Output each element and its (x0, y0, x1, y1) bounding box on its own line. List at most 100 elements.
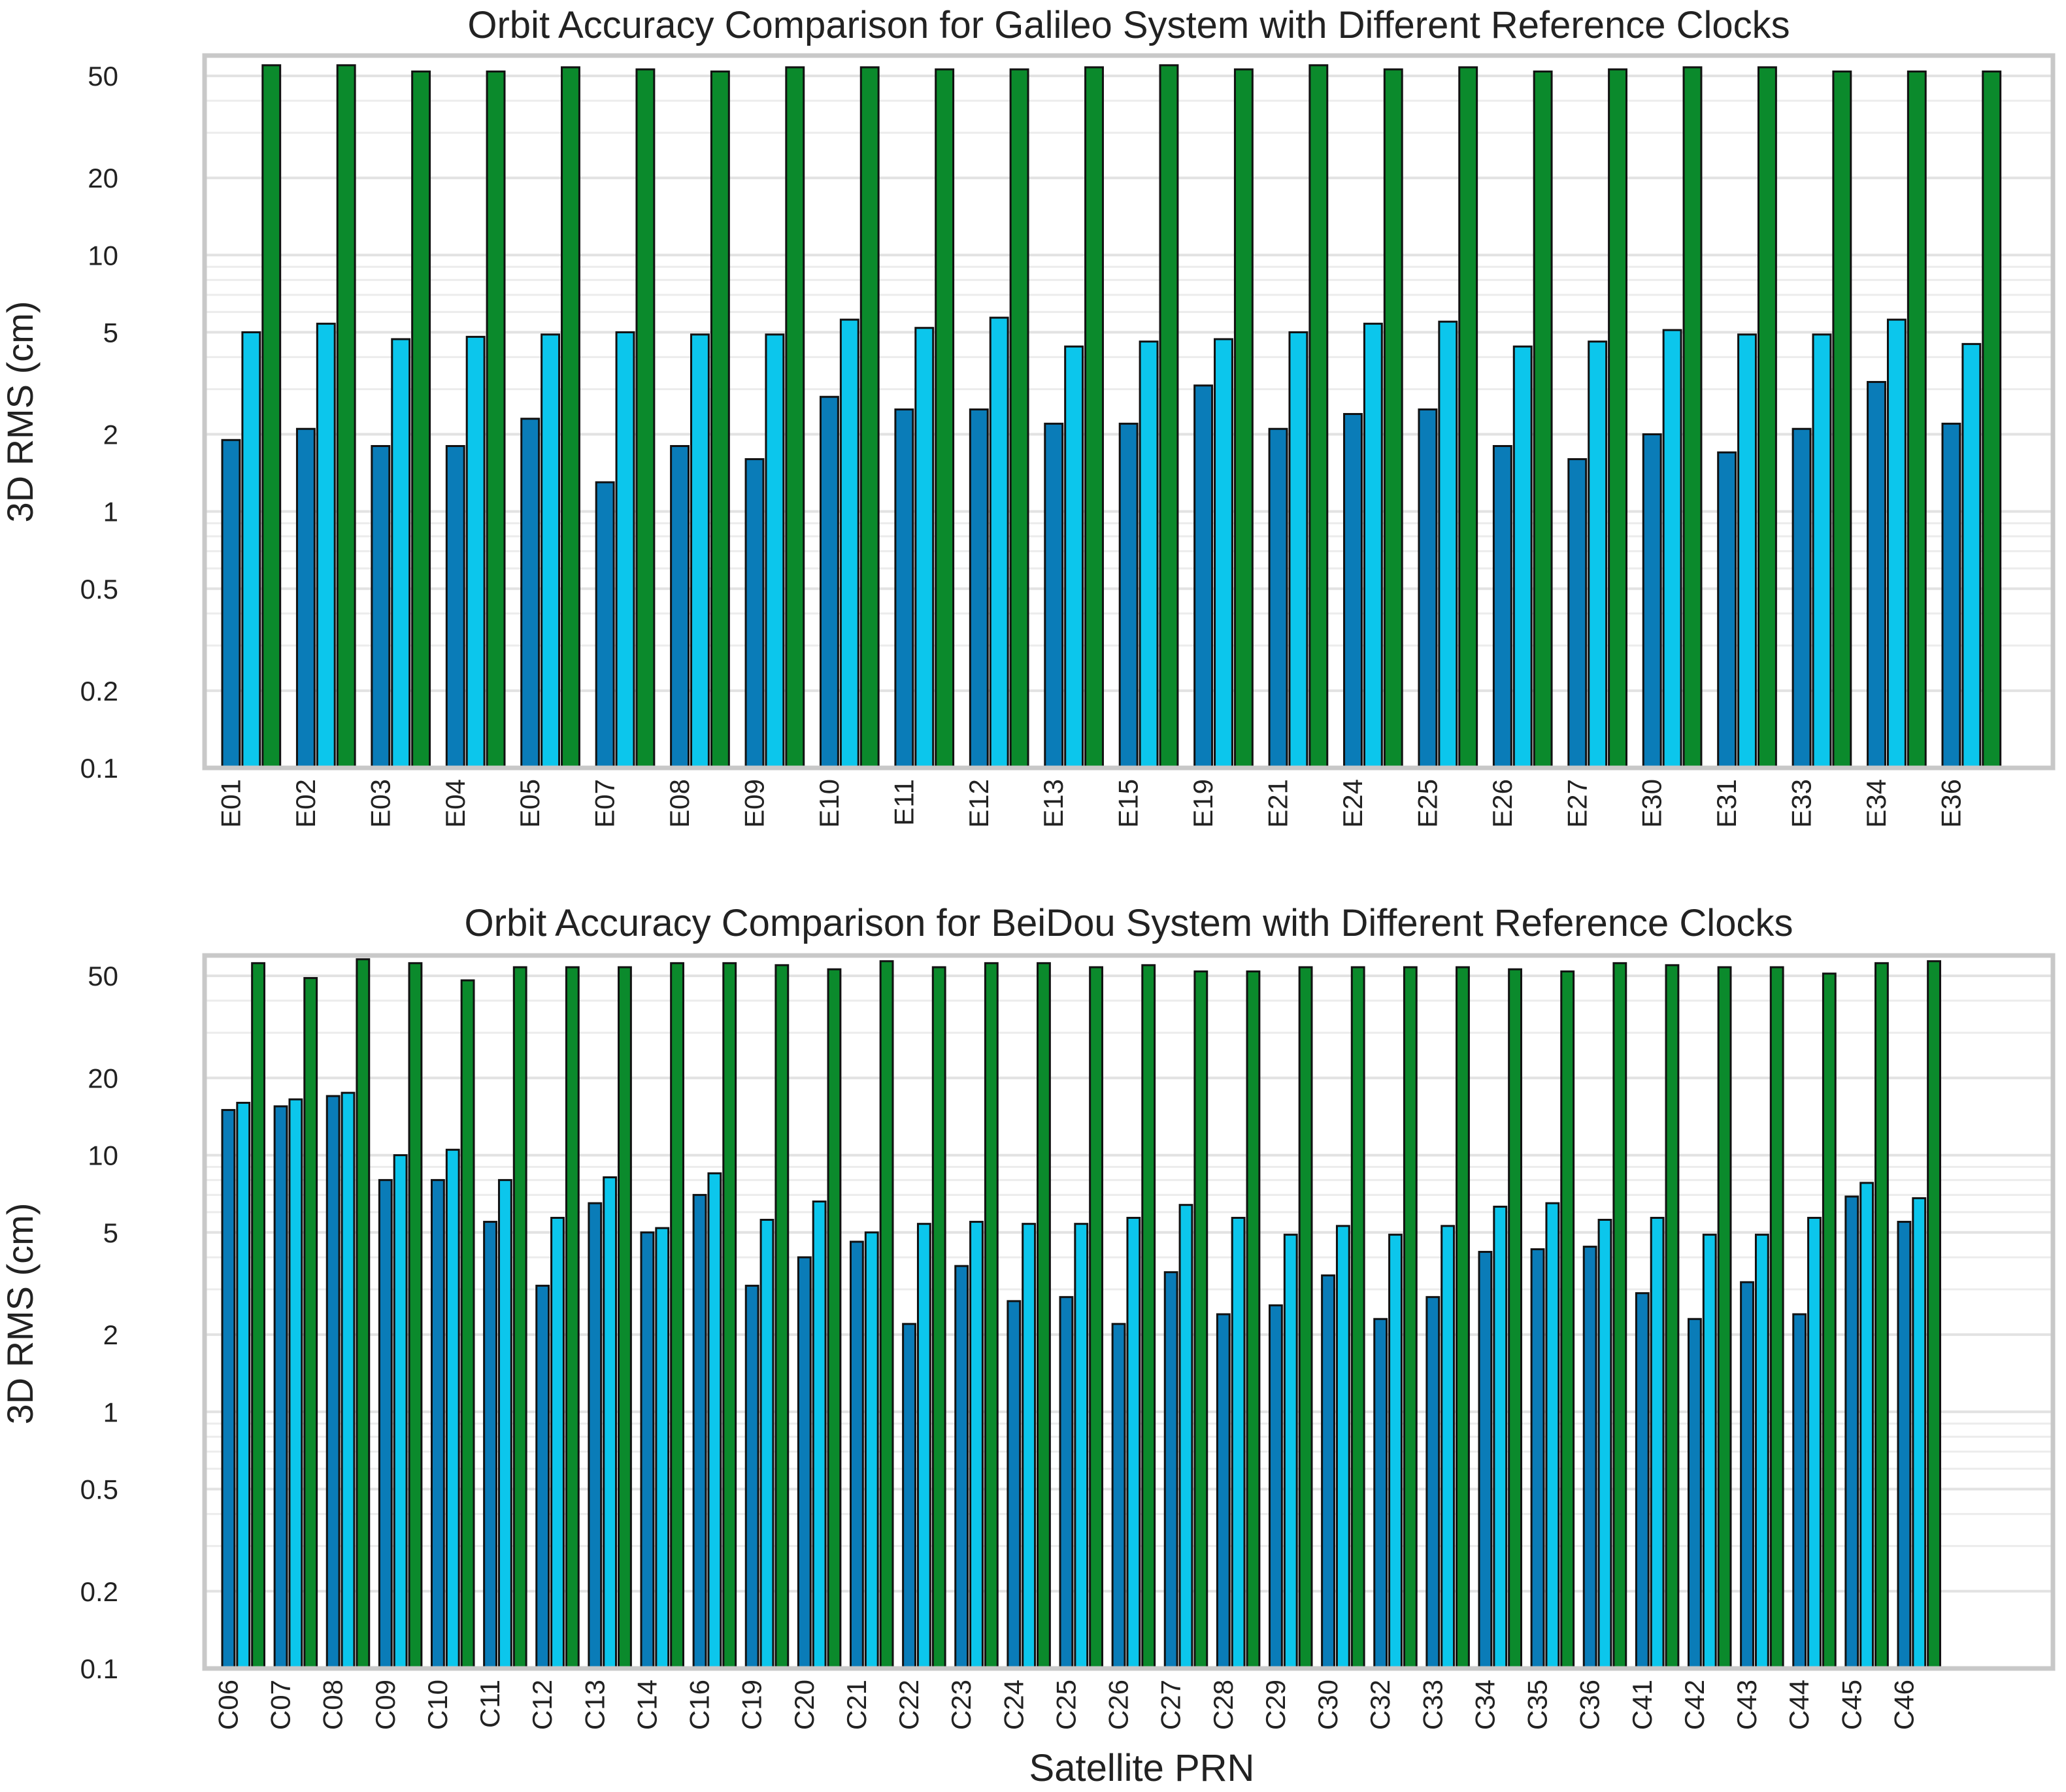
beidou-bar-C20-series_3 (827, 968, 842, 1670)
galileo-bar-E08-series_3 (710, 70, 730, 769)
beidou-bar-C20-series_1 (797, 1256, 812, 1670)
galileo-y-tick-label: 0.5 (80, 574, 118, 605)
galileo-bar-E01-series_1 (221, 439, 241, 769)
galileo-bar-E36-series_2 (1961, 342, 1982, 769)
galileo-bar-E33-series_1 (1791, 427, 1812, 769)
beidou-x-tick-label: C09 (370, 1680, 401, 1730)
beidou-y-tick-label: 50 (88, 961, 118, 991)
galileo-bar-E12-series_3 (1009, 68, 1029, 769)
galileo-x-tick-label: E02 (290, 779, 321, 828)
beidou-bar-C09-series_1 (378, 1179, 393, 1670)
beidou-x-tick-label: C41 (1627, 1680, 1658, 1730)
galileo-bar-E10-series_3 (859, 66, 880, 769)
beidou-bar-C24-series_1 (1007, 1300, 1022, 1670)
galileo-x-tick-label: E12 (963, 779, 994, 828)
beidou-plot-frame (202, 953, 2056, 1671)
beidou-bar-C10-series_1 (431, 1179, 445, 1670)
beidou-bar-C23-series_2 (969, 1221, 984, 1670)
galileo-y-tick-label: 0.2 (80, 676, 118, 706)
beidou-bar-C19-series_1 (744, 1284, 759, 1670)
beidou-x-tick-label: C16 (684, 1680, 715, 1730)
galileo-y-tick-label: 5 (103, 317, 118, 348)
galileo-bar-E31-series_2 (1737, 333, 1757, 769)
beidou-bar-C16-series_3 (722, 962, 737, 1670)
beidou-x-tick-label: C12 (527, 1680, 558, 1730)
beidou-bar-C29-series_3 (1298, 966, 1313, 1670)
beidou-bar-C13-series_3 (618, 966, 632, 1670)
beidou-bar-C28-series_3 (1246, 970, 1261, 1670)
beidou-x-tick-label: C20 (789, 1680, 820, 1730)
beidou-bar-C12-series_3 (565, 966, 580, 1670)
galileo-x-tick-label: E21 (1263, 779, 1293, 828)
beidou-bar-C28-series_2 (1231, 1216, 1246, 1670)
galileo-bar-E12-series_1 (969, 408, 989, 769)
beidou-bar-C44-series_3 (1822, 972, 1837, 1670)
beidou-x-tick-label: C26 (1103, 1680, 1134, 1730)
beidou-bar-C33-series_2 (1441, 1225, 1456, 1670)
beidou-bar-C32-series_3 (1403, 966, 1418, 1670)
galileo-x-tick-label: E04 (440, 779, 471, 828)
galileo-x-tick-label: E33 (1786, 779, 1817, 828)
beidou-bar-C43-series_1 (1740, 1281, 1754, 1670)
galileo-bar-E31-series_1 (1717, 451, 1737, 769)
beidou-x-tick-label: C06 (212, 1680, 243, 1730)
galileo-bar-E30-series_1 (1642, 433, 1662, 769)
galileo-bar-E07-series_3 (635, 68, 656, 769)
beidou-bar-C28-series_1 (1216, 1313, 1231, 1670)
beidou-x-tick-label: C21 (841, 1680, 872, 1730)
galileo-bar-E13-series_3 (1084, 66, 1104, 769)
beidou-x-tick-label: C23 (946, 1680, 976, 1730)
galileo-bar-E05-series_2 (541, 333, 561, 769)
beidou-x-tick-label: C24 (998, 1680, 1029, 1730)
galileo-bar-E19-series_1 (1193, 384, 1214, 769)
galileo-bar-E01-series_2 (241, 331, 261, 769)
beidou-bar-C08-series_2 (341, 1091, 356, 1670)
beidou-bar-C10-series_3 (460, 979, 475, 1670)
beidou-x-tick-label: C29 (1260, 1680, 1291, 1730)
galileo-bar-E12-series_2 (989, 316, 1009, 769)
galileo-bar-E05-series_1 (520, 418, 541, 769)
beidou-y-tick-label: 1 (103, 1397, 118, 1427)
beidou-bar-C13-series_1 (588, 1202, 603, 1670)
beidou-bar-C41-series_3 (1665, 964, 1680, 1670)
galileo-x-tick-label: E08 (664, 779, 695, 828)
beidou-bar-C44-series_1 (1792, 1313, 1807, 1670)
beidou-bar-C46-series_2 (1912, 1197, 1927, 1670)
beidou-bar-C24-series_2 (1022, 1223, 1037, 1670)
galileo-bar-E33-series_2 (1812, 333, 1832, 769)
beidou-bar-C20-series_2 (812, 1200, 827, 1670)
beidou-bar-C25-series_1 (1059, 1296, 1074, 1670)
galileo-bar-E15-series_1 (1118, 422, 1139, 769)
galileo-bar-E07-series_2 (615, 331, 635, 769)
beidou-y-tick-label: 0.1 (80, 1653, 118, 1684)
beidou-x-tick-label: C33 (1417, 1680, 1448, 1730)
galileo-bar-E01-series_3 (261, 64, 282, 769)
beidou-x-tick-label: C43 (1731, 1680, 1762, 1730)
galileo-bar-E27-series_1 (1567, 458, 1588, 769)
beidou-bar-C19-series_2 (759, 1218, 775, 1670)
beidou-x-axis-label: Satellite PRN (1029, 1747, 1255, 1789)
beidou-bar-C12-series_2 (550, 1216, 565, 1670)
beidou-x-tick-label: C46 (1888, 1680, 1919, 1730)
beidou-bar-C36-series_2 (1597, 1218, 1612, 1670)
beidou-bar-C14-series_1 (640, 1231, 655, 1670)
beidou-y-tick-label: 20 (88, 1063, 118, 1093)
beidou-x-tick-label: C32 (1365, 1680, 1395, 1730)
beidou-bar-C22-series_1 (902, 1323, 916, 1670)
galileo-plot-frame (202, 53, 2056, 771)
beidou-bar-C21-series_2 (864, 1231, 879, 1670)
galileo-bar-E02-series_2 (316, 322, 336, 769)
beidou-bar-C27-series_3 (1193, 970, 1208, 1670)
beidou-bar-C07-series_1 (273, 1105, 288, 1670)
galileo-bar-E34-series_3 (1907, 70, 1927, 769)
beidou-bar-C11-series_2 (497, 1179, 512, 1670)
beidou-bar-C30-series_2 (1335, 1225, 1350, 1670)
beidou-bar-C46-series_1 (1897, 1221, 1912, 1670)
beidou-bar-C44-series_2 (1807, 1216, 1822, 1670)
beidou-bar-C27-series_2 (1178, 1204, 1193, 1670)
galileo-x-tick-label: E07 (590, 779, 620, 828)
galileo-bar-E04-series_1 (445, 444, 465, 769)
galileo-x-tick-label: E30 (1637, 779, 1667, 828)
galileo-bar-E03-series_2 (391, 338, 411, 769)
